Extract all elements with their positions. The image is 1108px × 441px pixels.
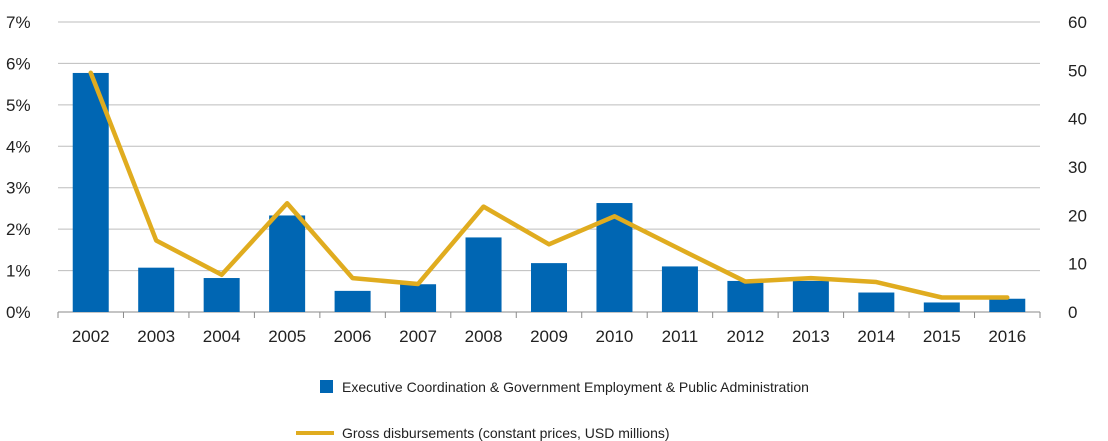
right-tick-label: 50 [1068,61,1087,80]
legend-bar-label: Executive Coordination & Government Empl… [342,379,809,395]
x-tick-label: 2016 [988,327,1026,346]
bar [400,284,437,312]
left-tick-label: 2% [6,220,31,239]
gridlines [58,21,1040,313]
left-tick-label: 6% [6,54,31,73]
x-tick-label: 2002 [72,327,110,346]
x-tick-label: 2010 [596,327,634,346]
legend-bar-swatch [320,380,333,393]
x-tick-label: 2012 [726,327,764,346]
bar [465,237,502,312]
x-tick-label: 2007 [399,327,437,346]
line-series [88,70,1010,300]
x-tick-label: 2009 [530,327,568,346]
right-tick-label: 10 [1068,255,1087,274]
right-tick-label: 0 [1068,303,1077,322]
legend: Executive Coordination & Government Empl… [296,379,809,441]
left-tick-label: 1% [6,262,31,281]
x-axis-ticks: 2002 2003 2004 2005 2006 2007 2008 2009 2010 2011… [57,312,1041,346]
x-tick-label: 2006 [334,327,372,346]
bar [334,290,371,312]
x-tick-label: 2014 [857,327,895,346]
right-tick-label: 30 [1068,158,1087,177]
x-tick-label: 2015 [923,327,961,346]
x-tick-label: 2004 [203,327,241,346]
right-axis-ticks: 0 10 20 30 40 50 60 [1068,13,1087,322]
bar [269,215,306,312]
x-tick-label: 2011 [662,327,699,346]
left-axis-ticks: 0% 1% 2% 3% 4% 5% 6% 7% [6,13,31,322]
left-tick-label: 0% [6,303,31,322]
x-tick-label: 2013 [792,327,830,346]
bar-series [72,72,1026,312]
left-tick-label: 5% [6,96,31,115]
bar [727,280,764,312]
bar [792,280,829,312]
bar [661,266,698,312]
left-tick-label: 7% [6,13,31,32]
disbursement-line [88,70,1010,300]
bar [530,263,568,312]
right-tick-label: 60 [1068,13,1087,32]
x-tick-label: 2005 [268,327,306,346]
bar [923,302,960,312]
x-tick-label: 2003 [137,327,175,346]
bar [203,278,240,312]
bar [72,72,109,312]
left-tick-label: 3% [6,179,31,198]
bar [858,292,895,312]
bar [138,267,175,312]
left-tick-label: 4% [6,137,31,156]
right-tick-label: 40 [1068,110,1087,129]
bar [989,298,1026,312]
legend-line-label: Gross disbursements (constant prices, US… [342,425,670,441]
right-tick-label: 20 [1068,206,1087,225]
x-tick-label: 2008 [465,327,503,346]
